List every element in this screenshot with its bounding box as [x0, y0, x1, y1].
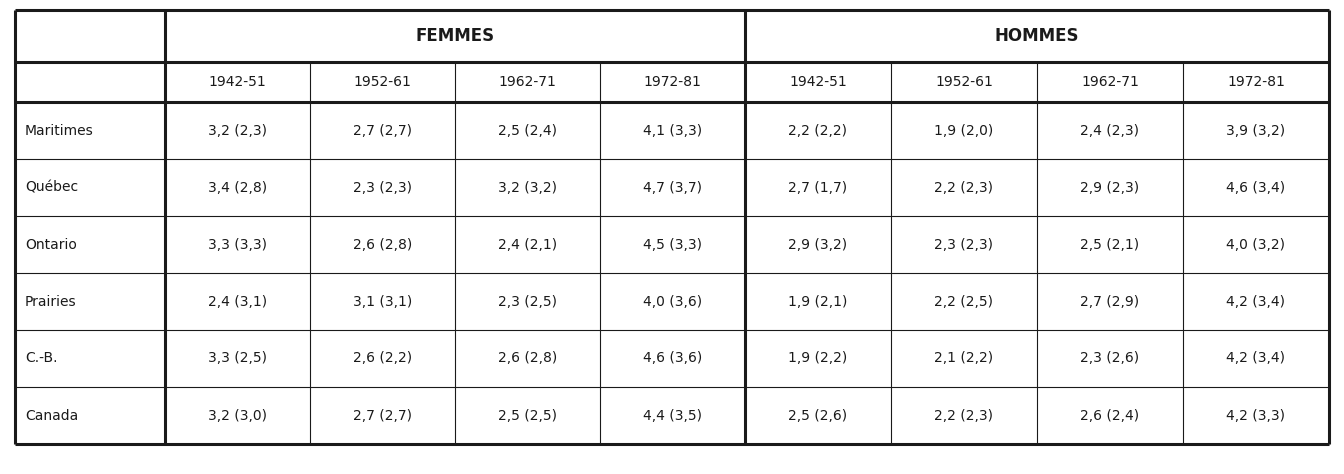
- Text: 1952-61: 1952-61: [353, 75, 411, 89]
- Text: 2,6 (2,2): 2,6 (2,2): [353, 352, 413, 365]
- Text: 2,3 (2,5): 2,3 (2,5): [499, 294, 556, 309]
- Text: 2,1 (2,2): 2,1 (2,2): [934, 352, 993, 365]
- Text: 2,3 (2,3): 2,3 (2,3): [353, 181, 413, 194]
- Text: 2,7 (1,7): 2,7 (1,7): [789, 181, 848, 194]
- Text: 1972-81: 1972-81: [1227, 75, 1285, 89]
- Text: 2,5 (2,5): 2,5 (2,5): [499, 409, 556, 422]
- Text: 3,9 (3,2): 3,9 (3,2): [1227, 124, 1286, 137]
- Text: 2,6 (2,4): 2,6 (2,4): [1081, 409, 1140, 422]
- Text: 4,0 (3,2): 4,0 (3,2): [1227, 237, 1285, 252]
- Text: 1,9 (2,1): 1,9 (2,1): [789, 294, 848, 309]
- Text: 4,7 (3,7): 4,7 (3,7): [642, 181, 702, 194]
- Text: 2,2 (2,3): 2,2 (2,3): [934, 181, 993, 194]
- Text: 1942-51: 1942-51: [208, 75, 266, 89]
- Text: 4,2 (3,4): 4,2 (3,4): [1227, 352, 1285, 365]
- Text: 3,4 (2,8): 3,4 (2,8): [208, 181, 267, 194]
- Text: 3,3 (3,3): 3,3 (3,3): [208, 237, 267, 252]
- Text: 1952-61: 1952-61: [935, 75, 993, 89]
- Text: 1962-71: 1962-71: [499, 75, 556, 89]
- Text: 4,1 (3,3): 4,1 (3,3): [642, 124, 702, 137]
- Text: 2,7 (2,9): 2,7 (2,9): [1081, 294, 1140, 309]
- Text: HOMMES: HOMMES: [995, 27, 1079, 45]
- Text: 2,5 (2,4): 2,5 (2,4): [499, 124, 556, 137]
- Text: 1,9 (2,2): 1,9 (2,2): [789, 352, 848, 365]
- Text: 2,2 (2,2): 2,2 (2,2): [789, 124, 848, 137]
- Text: 2,2 (2,3): 2,2 (2,3): [934, 409, 993, 422]
- Text: 2,4 (2,1): 2,4 (2,1): [497, 237, 556, 252]
- Text: 1962-71: 1962-71: [1081, 75, 1138, 89]
- Text: 4,6 (3,6): 4,6 (3,6): [642, 352, 702, 365]
- Text: 1942-51: 1942-51: [789, 75, 847, 89]
- Text: 4,2 (3,4): 4,2 (3,4): [1227, 294, 1285, 309]
- Text: 2,2 (2,5): 2,2 (2,5): [934, 294, 993, 309]
- Text: 2,5 (2,1): 2,5 (2,1): [1081, 237, 1140, 252]
- Text: 2,6 (2,8): 2,6 (2,8): [497, 352, 558, 365]
- Text: 2,3 (2,3): 2,3 (2,3): [934, 237, 993, 252]
- Text: 2,4 (3,1): 2,4 (3,1): [208, 294, 267, 309]
- Text: 2,7 (2,7): 2,7 (2,7): [353, 124, 413, 137]
- Text: 2,4 (2,3): 2,4 (2,3): [1081, 124, 1140, 137]
- Text: 4,6 (3,4): 4,6 (3,4): [1227, 181, 1286, 194]
- Text: Prairies: Prairies: [26, 294, 77, 309]
- Text: 3,2 (2,3): 3,2 (2,3): [208, 124, 267, 137]
- Text: 1972-81: 1972-81: [644, 75, 702, 89]
- Text: 3,1 (3,1): 3,1 (3,1): [353, 294, 413, 309]
- Text: 3,3 (2,5): 3,3 (2,5): [208, 352, 267, 365]
- Text: Ontario: Ontario: [26, 237, 77, 252]
- Text: 4,5 (3,3): 4,5 (3,3): [642, 237, 702, 252]
- Text: FEMMES: FEMMES: [415, 27, 495, 45]
- Text: 4,2 (3,3): 4,2 (3,3): [1227, 409, 1285, 422]
- Text: 2,6 (2,8): 2,6 (2,8): [353, 237, 413, 252]
- Text: C.-B.: C.-B.: [26, 352, 58, 365]
- Text: 2,9 (2,3): 2,9 (2,3): [1081, 181, 1140, 194]
- Text: Maritimes: Maritimes: [26, 124, 94, 137]
- Text: 3,2 (3,2): 3,2 (3,2): [499, 181, 556, 194]
- Text: 1,9 (2,0): 1,9 (2,0): [934, 124, 993, 137]
- Text: 2,9 (3,2): 2,9 (3,2): [789, 237, 848, 252]
- Text: 4,4 (3,5): 4,4 (3,5): [642, 409, 702, 422]
- Text: 3,2 (3,0): 3,2 (3,0): [208, 409, 267, 422]
- Text: Canada: Canada: [26, 409, 78, 422]
- Text: 2,3 (2,6): 2,3 (2,6): [1081, 352, 1140, 365]
- Text: 2,7 (2,7): 2,7 (2,7): [353, 409, 413, 422]
- Text: Québec: Québec: [26, 181, 78, 194]
- Text: 2,5 (2,6): 2,5 (2,6): [789, 409, 848, 422]
- Text: 4,0 (3,6): 4,0 (3,6): [642, 294, 702, 309]
